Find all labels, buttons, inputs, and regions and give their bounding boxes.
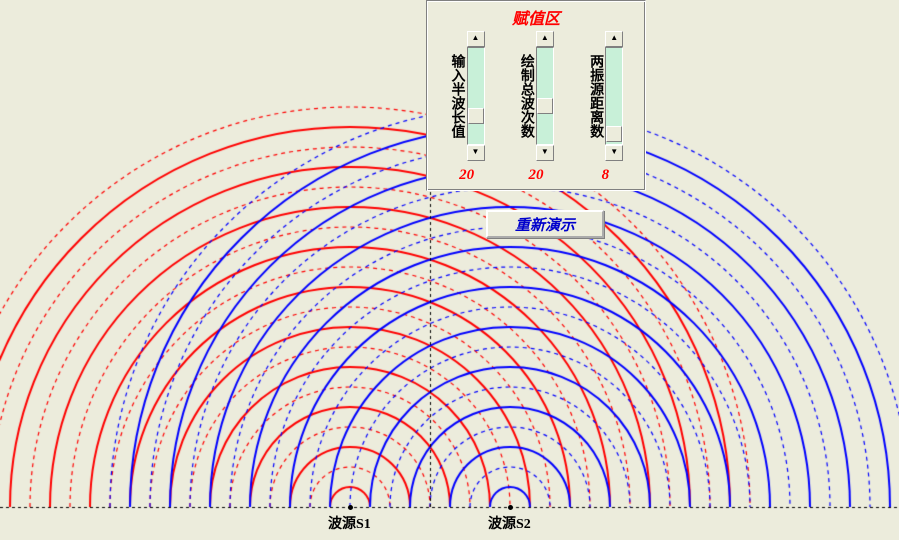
spinner-label: 输入半波长值 xyxy=(449,54,464,138)
spinner-down-button[interactable]: ▼ xyxy=(536,145,554,161)
spinner-control[interactable]: ▲▼ xyxy=(467,31,485,161)
spinner-value: 8 xyxy=(602,167,610,184)
spinner-label: 绘制总波次数 xyxy=(518,54,533,138)
spinner-value: 20 xyxy=(528,167,543,184)
spinner-down-button[interactable]: ▼ xyxy=(605,145,623,161)
redemo-button[interactable]: 重新演示 xyxy=(486,210,604,238)
spinner-up-button[interactable]: ▲ xyxy=(467,31,485,47)
spinner-1: 绘制总波次数▲▼20 xyxy=(506,31,566,184)
spinner-thumb[interactable] xyxy=(537,98,553,114)
spinner-up-button[interactable]: ▲ xyxy=(536,31,554,47)
spinner-down-button[interactable]: ▼ xyxy=(467,145,485,161)
spinner-label: 两振源距离数 xyxy=(587,54,602,138)
source-s1-dot xyxy=(348,505,353,510)
spinner-thumb[interactable] xyxy=(606,126,622,142)
spinner-track[interactable] xyxy=(467,47,485,145)
control-panel: 赋值区 输入半波长值▲▼20绘制总波次数▲▼20两振源距离数▲▼8 xyxy=(426,0,646,191)
spinner-up-button[interactable]: ▲ xyxy=(605,31,623,47)
spinner-track[interactable] xyxy=(536,47,554,145)
source-s1-label: 波源S1 xyxy=(328,513,371,533)
spinner-track[interactable] xyxy=(605,47,623,145)
source-s2-label: 波源S2 xyxy=(488,513,531,533)
redemo-button-label: 重新演示 xyxy=(515,214,575,235)
spinner-control[interactable]: ▲▼ xyxy=(536,31,554,161)
spinner-value: 20 xyxy=(459,167,474,184)
spinner-2: 两振源距离数▲▼8 xyxy=(575,31,635,184)
spinner-thumb[interactable] xyxy=(468,108,484,124)
spinner-0: 输入半波长值▲▼20 xyxy=(437,31,497,184)
source-s2-dot xyxy=(508,505,513,510)
spinner-control[interactable]: ▲▼ xyxy=(605,31,623,161)
panel-title: 赋值区 xyxy=(435,5,637,29)
